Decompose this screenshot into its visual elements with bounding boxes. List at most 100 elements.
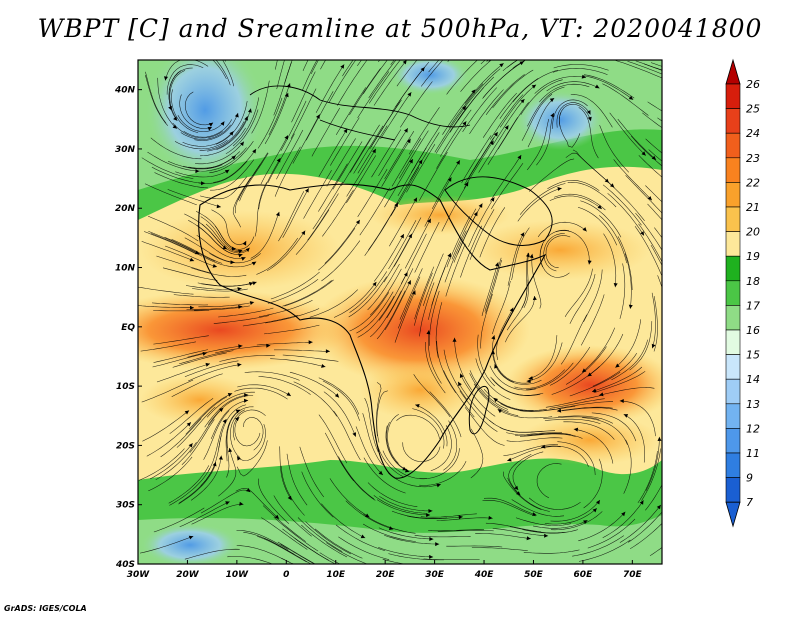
streamline	[186, 306, 243, 310]
streamline	[419, 152, 448, 201]
streamline	[423, 253, 444, 306]
streamline	[642, 112, 662, 129]
streamline	[607, 193, 645, 236]
longitude-tick-labels: 30W 20W 10W 0 10E 20E 30E 40E 50E 60E 70E	[127, 560, 643, 580]
streamline-arrow	[641, 151, 646, 156]
streamline	[189, 393, 233, 429]
streamline	[510, 526, 566, 534]
streamline	[537, 221, 587, 238]
streamline	[236, 424, 266, 461]
streamline	[477, 334, 495, 387]
streamline	[191, 267, 247, 277]
streamline	[572, 535, 624, 557]
streamline	[563, 421, 615, 440]
streamline	[519, 183, 566, 215]
streamline	[370, 268, 402, 316]
streamline	[521, 93, 553, 141]
streamline	[482, 500, 536, 517]
streamline	[499, 78, 539, 119]
streamline-arrow	[402, 60, 407, 65]
streamline	[301, 524, 348, 558]
streamline-arrow	[188, 535, 194, 540]
streamline	[274, 146, 301, 197]
streamline-arrow	[301, 230, 306, 236]
streamline-arrow	[205, 362, 210, 367]
streamline	[363, 513, 416, 534]
streamline	[457, 203, 483, 254]
streamline-arrow	[352, 432, 356, 437]
streamline	[473, 383, 519, 416]
streamline-arrow	[664, 267, 668, 272]
streamline	[391, 67, 425, 113]
streamline	[165, 245, 218, 268]
streamline	[460, 225, 483, 278]
streamline	[189, 407, 224, 453]
streamline	[257, 535, 307, 563]
colorbar-label: 7	[746, 496, 753, 509]
streamline	[176, 406, 216, 448]
streamline	[389, 197, 418, 247]
streamline	[424, 177, 452, 227]
streamline	[200, 435, 222, 487]
streamline	[544, 418, 601, 425]
streamline	[655, 67, 662, 71]
streamline	[464, 407, 505, 446]
streamline	[591, 366, 643, 392]
streamline	[302, 60, 309, 72]
streamline	[428, 60, 440, 73]
streamline-arrow	[235, 417, 240, 422]
streamline-arrow	[372, 281, 377, 287]
streamline	[613, 159, 653, 201]
streamline	[511, 227, 530, 281]
streamline	[536, 112, 555, 166]
streamline-arrow	[462, 121, 467, 126]
colorbar-segment	[725, 305, 741, 331]
streamline	[141, 241, 195, 262]
streamline	[243, 532, 295, 555]
streamline	[318, 377, 360, 415]
streamline	[429, 290, 440, 346]
streamline	[507, 232, 525, 286]
streamline-arrow	[592, 388, 597, 393]
streamline	[388, 472, 441, 488]
streamline	[179, 501, 230, 528]
streamline-arrow	[408, 233, 412, 239]
streamline-arrow	[473, 211, 478, 217]
streamline-arrow	[426, 513, 431, 517]
streamline-arrow	[531, 84, 537, 89]
streamline-arrow	[207, 127, 212, 131]
streamline	[414, 266, 435, 320]
streamline	[536, 463, 562, 499]
streamline	[493, 397, 547, 411]
streamline	[583, 269, 603, 322]
streamline	[526, 362, 574, 390]
streamline	[543, 233, 565, 272]
streamline	[138, 305, 195, 309]
streamline-arrow	[456, 160, 460, 165]
streamline	[257, 97, 283, 149]
streamline	[654, 227, 662, 239]
streamline-arrow	[365, 513, 370, 518]
streamline-arrow	[239, 501, 244, 506]
streamline	[388, 220, 417, 270]
streamline	[236, 530, 289, 550]
lon-tick-label: 10W	[226, 570, 250, 580]
streamline	[312, 181, 344, 230]
streamline	[443, 349, 468, 401]
streamline	[390, 60, 395, 65]
streamline-arrow	[581, 74, 586, 79]
streamline	[587, 333, 624, 377]
streamline	[485, 74, 525, 115]
streamline-arrow	[372, 564, 376, 568]
colorbar-segment	[725, 378, 741, 405]
streamline	[475, 358, 511, 400]
streamline	[423, 558, 480, 560]
streamline	[322, 189, 354, 237]
streamline-arrow	[413, 197, 417, 202]
streamline	[581, 327, 616, 373]
streamline	[635, 212, 662, 251]
streamline	[448, 83, 484, 129]
streamline	[236, 545, 290, 563]
streamline	[370, 290, 402, 338]
streamline-arrow	[411, 290, 416, 295]
